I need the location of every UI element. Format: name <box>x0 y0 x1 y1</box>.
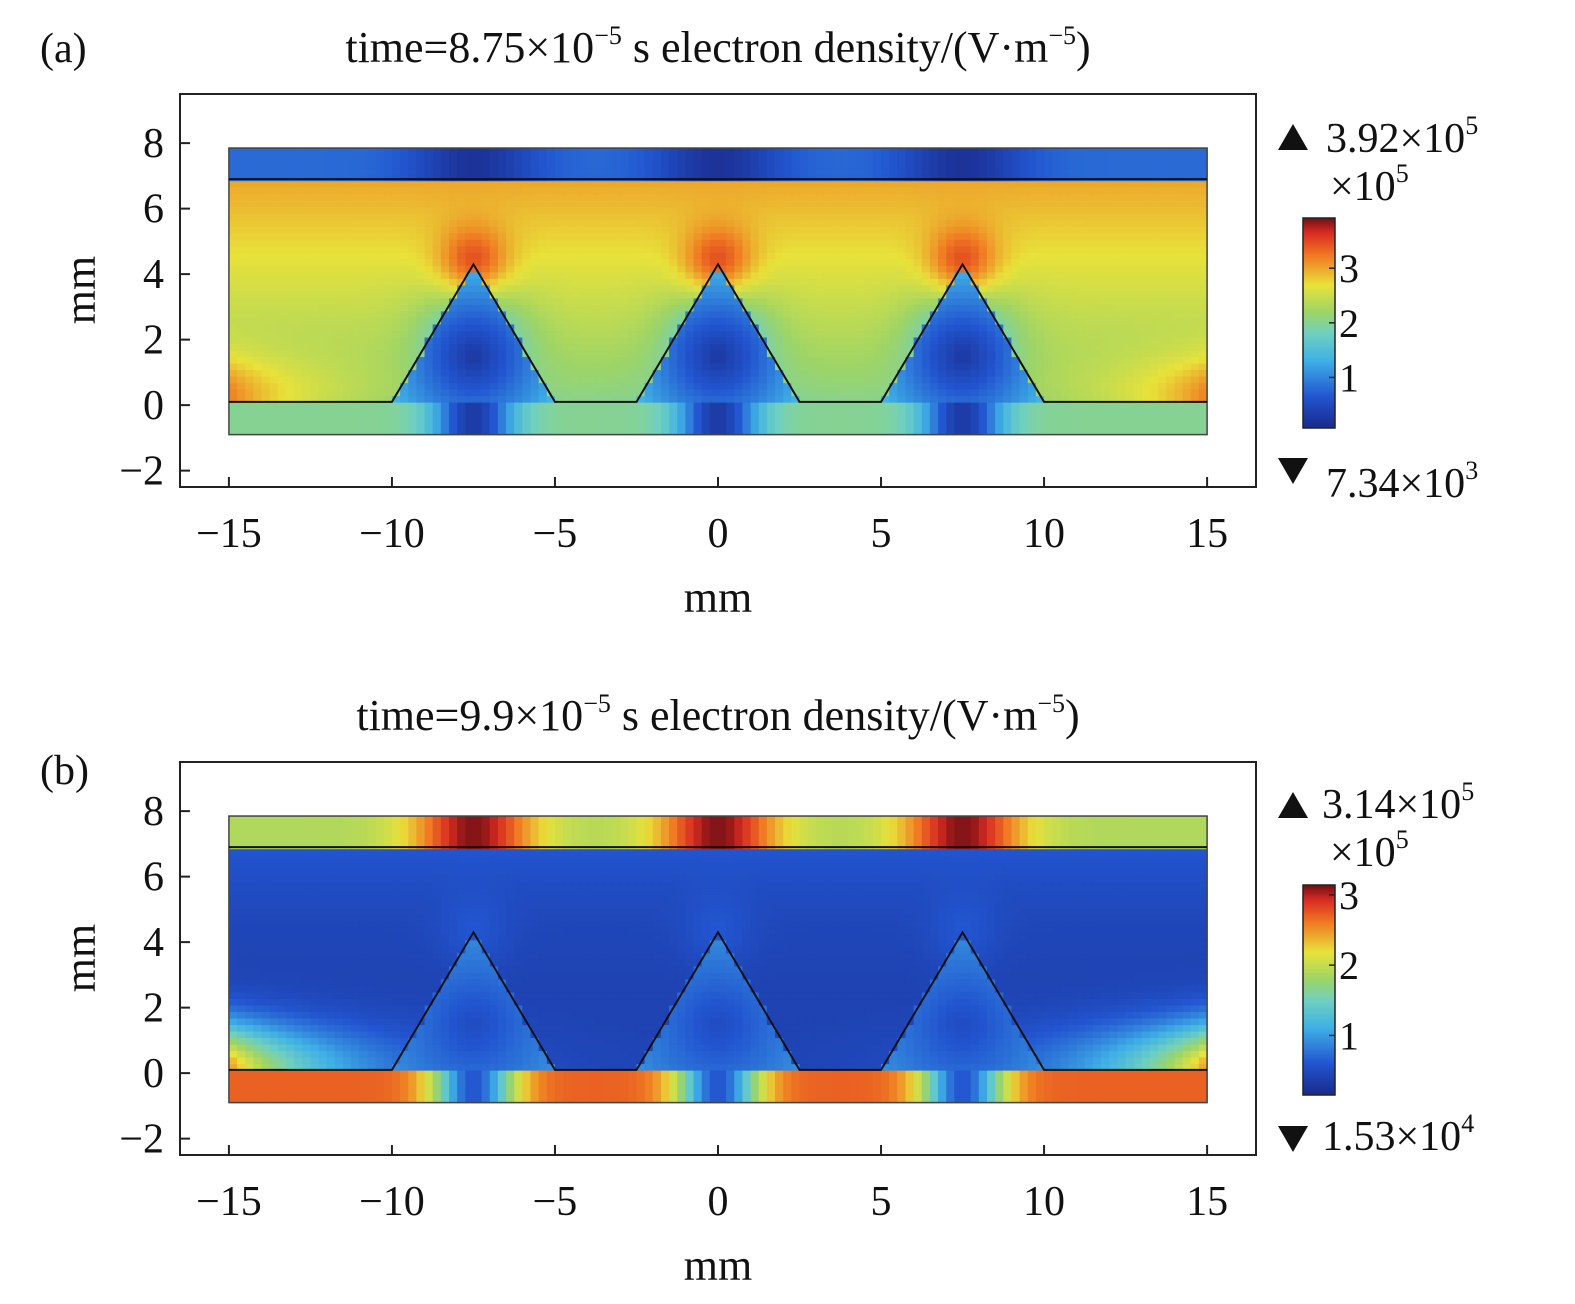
bottom-electrode-profile <box>228 930 1208 1071</box>
min-triangle-icon <box>1278 1126 1308 1152</box>
panel-a-title: time=8.75×10−5 s electron density/(V·m−5… <box>345 21 1090 72</box>
x-tick-label: −10 <box>359 1179 425 1225</box>
y-tick-label: 2 <box>143 986 164 1032</box>
y-tick-label: 0 <box>143 383 164 429</box>
x-tick-label: 5 <box>871 511 892 557</box>
x-tick-label: 10 <box>1023 1179 1065 1225</box>
panel-a-colorbar-ticks: 1 2 3 <box>1329 246 1359 400</box>
panel-b-cbar-min: 1.53×104 <box>1322 1109 1474 1160</box>
panel-a-colorbar: 3.92×105 ×105 1 2 3 7.34×103 <box>1278 111 1478 507</box>
panel-a-xlabel: mm <box>684 573 752 622</box>
colorbar-tick-label: 2 <box>1339 301 1359 346</box>
panel-b-ylabel: mm <box>56 924 105 992</box>
y-tick-label: 4 <box>143 920 164 966</box>
x-tick-label: −10 <box>359 511 425 557</box>
x-tick-label: 5 <box>871 1179 892 1225</box>
panel-b-colorbar-gradient <box>1302 884 1336 1096</box>
min-triangle-icon <box>1278 458 1308 484</box>
x-tick-label: 10 <box>1023 511 1065 557</box>
colorbar-tick-label: 2 <box>1339 943 1359 988</box>
y-tick-label: 6 <box>143 855 164 901</box>
x-tick-label: −15 <box>196 1179 262 1225</box>
y-tick-label: −2 <box>119 449 164 495</box>
domain-outline <box>228 815 1208 1104</box>
y-tick-label: −2 <box>119 1117 164 1163</box>
panel-b-cbar-max: 3.14×105 <box>1322 777 1474 828</box>
colorbar-tick-label: 1 <box>1339 1013 1359 1058</box>
bottom-electrode-profile <box>228 262 1208 403</box>
heatmap <box>228 816 1208 1104</box>
colorbar-tick-label: 3 <box>1339 246 1359 291</box>
panel-b-xlabel: mm <box>684 1241 752 1290</box>
y-tick-label: 4 <box>143 252 164 298</box>
panel-a-cbar-max: 3.92×105 <box>1326 111 1478 162</box>
heatmap <box>228 148 1208 436</box>
panel-b-title: time=9.9×10−5 s electron density/(V·m−5) <box>356 689 1079 740</box>
y-tick-label: 8 <box>143 789 164 835</box>
panel-b-colorbar-ticks: 1 2 3 <box>1329 873 1359 1058</box>
panel-b-colorbar: 3.14×105 ×105 1 2 3 1.53×104 <box>1278 777 1474 1160</box>
max-triangle-icon <box>1278 792 1308 818</box>
y-tick-label: 2 <box>143 318 164 364</box>
x-tick-label: −15 <box>196 511 262 557</box>
panel-b-plot: −15 −10 −5 0 5 10 15 −2 0 2 4 6 8 <box>119 761 1257 1225</box>
domain-outline <box>228 147 1208 436</box>
x-tick-label: 15 <box>1186 1179 1228 1225</box>
panel-a-cbar-scale: ×105 <box>1330 159 1409 210</box>
x-tick-label: −5 <box>533 511 578 557</box>
panel-b-cbar-scale: ×105 <box>1330 825 1409 876</box>
max-triangle-icon <box>1278 124 1308 150</box>
panel-a-plot: −15 −10 −5 0 5 10 15 −2 0 2 4 6 8 <box>119 93 1257 557</box>
panel-a-ylabel: mm <box>56 256 105 324</box>
colorbar-tick-label: 1 <box>1339 355 1359 400</box>
x-tick-label: 15 <box>1186 511 1228 557</box>
x-tick-label: 0 <box>708 511 729 557</box>
panel-a-label: (a) <box>40 26 87 72</box>
panel-a: (a) time=8.75×10−5 s electron density/(V… <box>40 21 1478 622</box>
panel-b: (b) time=9.9×10−5 s electron density/(V·… <box>40 689 1474 1290</box>
panel-a-cbar-min: 7.34×103 <box>1326 456 1478 507</box>
panel-b-label: (b) <box>40 748 89 794</box>
y-tick-label: 8 <box>143 121 164 167</box>
colorbar-tick-label: 3 <box>1339 873 1359 918</box>
x-tick-label: 0 <box>708 1179 729 1225</box>
x-tick-label: −5 <box>533 1179 578 1225</box>
y-tick-label: 6 <box>143 187 164 233</box>
y-tick-label: 0 <box>143 1051 164 1097</box>
